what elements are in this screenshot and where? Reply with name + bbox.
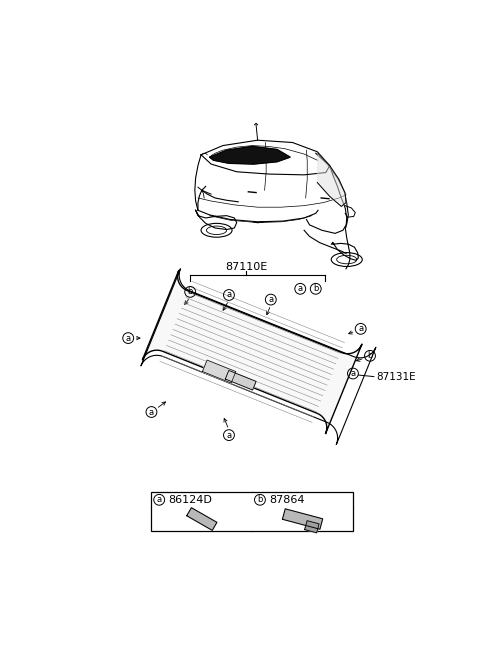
Text: a: a [126,333,131,343]
Polygon shape [187,508,217,531]
Bar [152,492,353,531]
Text: a: a [227,290,231,299]
Polygon shape [282,509,323,529]
Polygon shape [305,521,319,533]
Text: 87864: 87864 [269,495,305,505]
Text: 86124D: 86124D [168,495,212,505]
Text: b: b [367,351,372,360]
Text: a: a [358,324,363,333]
Polygon shape [203,360,236,383]
Text: a: a [156,495,162,504]
Text: b: b [313,284,318,293]
Text: a: a [227,430,231,440]
Text: a: a [268,295,274,304]
Text: b: b [188,288,193,297]
Polygon shape [210,146,290,164]
Polygon shape [143,271,362,434]
Text: a: a [149,407,154,417]
Polygon shape [317,153,346,206]
Text: 87131E: 87131E [376,371,416,382]
Polygon shape [225,371,256,390]
Text: a: a [298,284,303,293]
Text: b: b [257,495,263,504]
Text: 87110E: 87110E [225,262,267,272]
Text: a: a [350,369,356,378]
